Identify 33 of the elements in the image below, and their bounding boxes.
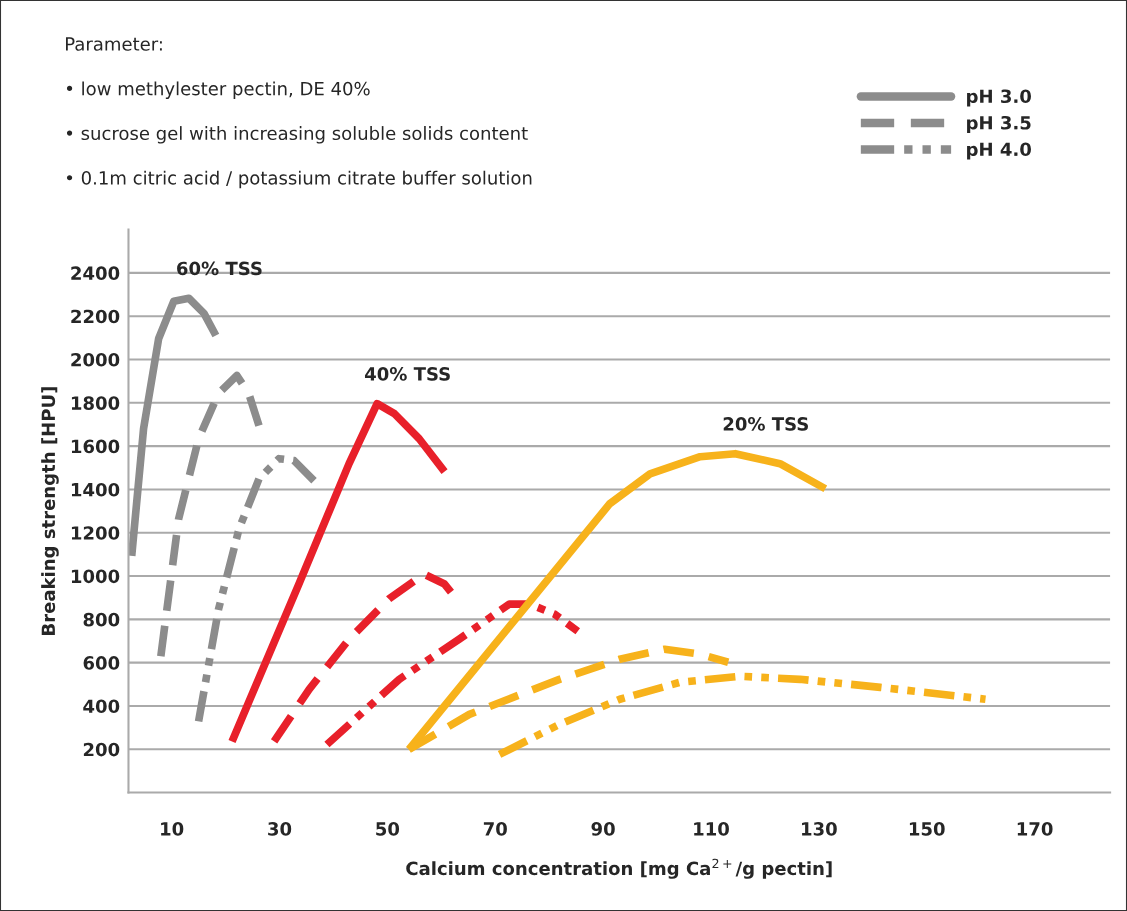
annotation: 40% TSS [364,367,450,381]
y-tick-label: 1400 [71,482,120,497]
x-tick-label: 110 [694,822,729,836]
y-tick-label: 2400 [71,266,120,280]
y-tick-label: 1200 [71,526,120,540]
x-tick-label: 170 [1017,822,1053,836]
y-tick-label: 600 [83,656,120,670]
x-tick-label: 150 [909,822,945,836]
y-tick-label: 2000 [71,352,120,367]
text: Parameter: [66,37,162,51]
y-tick-label: 200 [83,742,120,757]
x-tick-label: 90 [591,822,615,836]
text: • low methylester pectin, DE 40% [66,81,370,99]
legend-label: pH 3.0 [967,89,1031,107]
text: • sucrose gel with increasing soluble solids content [66,126,528,144]
legend-label: pH 4.0 [967,142,1031,160]
x-axis-title: Calcium concentration [mg Ca$^{2+}$/g pectin] [406,858,832,879]
y-tick-label: 800 [83,612,120,627]
x-tick-label: 50 [376,822,400,836]
y-tick-label: 1600 [71,439,120,454]
legend-label: pH 3.5 [967,115,1031,134]
text: • 0.1m citric acid / potassium citrate buffer solution [66,170,532,189]
x-tick-label: 70 [483,822,507,836]
x-tick-label: 30 [268,822,292,836]
x-tick-label: 130 [802,822,837,836]
annotation: 60% TSS [177,261,262,276]
y-tick-label: 1000 [71,569,120,584]
y-axis-title: Breaking strength [HPU] [41,387,59,635]
y-tick-label: 2200 [71,309,120,324]
annotation: 20% TSS [723,417,808,431]
x-tick-label: 10 [161,822,184,836]
y-tick-label: 1800 [71,396,120,410]
y-tick-label: 400 [83,699,120,714]
